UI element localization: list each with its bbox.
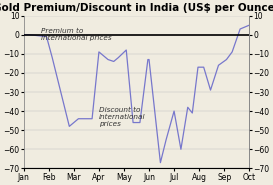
Text: Discount to
international
prices: Discount to international prices — [99, 107, 146, 127]
Text: Premium to
international prices: Premium to international prices — [41, 28, 111, 41]
Title: Gold Premium/Discount in India (US$ per Ounce): Gold Premium/Discount in India (US$ per … — [0, 4, 273, 14]
